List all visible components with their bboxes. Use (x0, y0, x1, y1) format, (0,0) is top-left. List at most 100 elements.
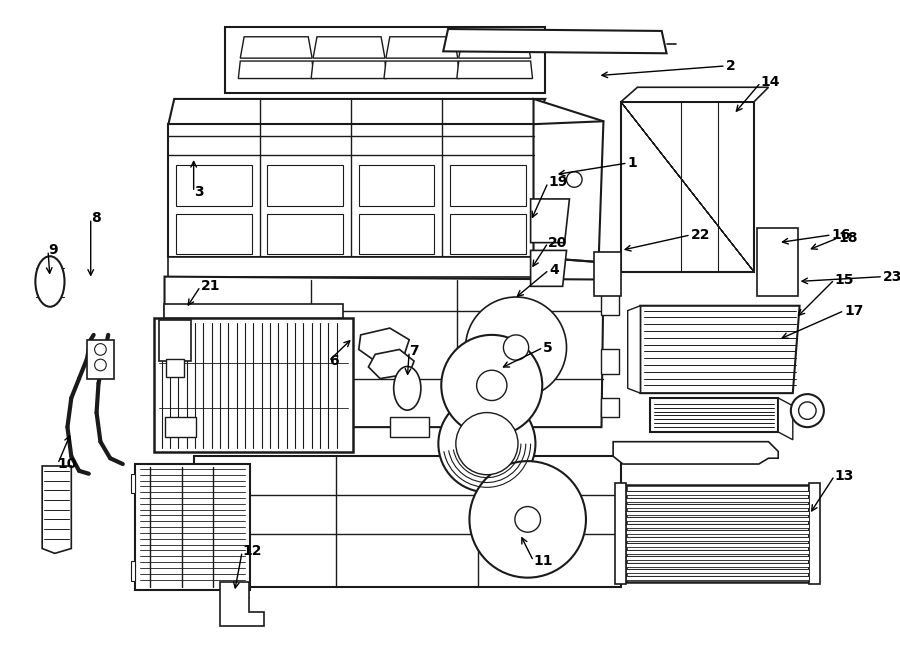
Text: 3: 3 (194, 185, 203, 199)
Bar (601, 291, 619, 316)
Polygon shape (359, 214, 435, 254)
Polygon shape (626, 491, 809, 495)
Polygon shape (368, 350, 414, 379)
Polygon shape (531, 250, 566, 287)
Polygon shape (165, 277, 603, 427)
Polygon shape (267, 214, 343, 254)
Polygon shape (313, 37, 385, 58)
Polygon shape (640, 306, 799, 393)
Text: 12: 12 (242, 544, 262, 559)
Text: 17: 17 (844, 304, 864, 318)
Polygon shape (467, 436, 516, 457)
Polygon shape (534, 99, 603, 262)
Text: 18: 18 (839, 231, 858, 245)
Bar (86, 340, 114, 379)
Polygon shape (154, 318, 353, 452)
Polygon shape (626, 569, 809, 573)
Circle shape (515, 506, 541, 532)
Text: 14: 14 (760, 75, 780, 89)
Polygon shape (166, 359, 184, 377)
Circle shape (441, 335, 543, 436)
Polygon shape (220, 583, 264, 626)
Polygon shape (626, 537, 809, 541)
Polygon shape (238, 61, 314, 79)
Text: 2: 2 (725, 59, 735, 73)
Polygon shape (626, 485, 809, 583)
Ellipse shape (35, 256, 65, 307)
Polygon shape (459, 37, 531, 58)
Polygon shape (626, 576, 809, 580)
Circle shape (470, 461, 586, 578)
Polygon shape (626, 524, 809, 528)
Polygon shape (158, 320, 191, 361)
Circle shape (94, 344, 106, 355)
Polygon shape (386, 37, 458, 58)
Text: 23: 23 (883, 269, 900, 283)
Polygon shape (450, 214, 526, 254)
Polygon shape (443, 29, 667, 53)
Text: 1: 1 (627, 156, 637, 170)
Polygon shape (626, 498, 809, 502)
Text: 5: 5 (544, 340, 553, 355)
Text: 19: 19 (548, 175, 568, 189)
Polygon shape (809, 483, 820, 585)
Polygon shape (176, 214, 252, 254)
Polygon shape (240, 37, 312, 58)
Polygon shape (384, 61, 460, 79)
Polygon shape (42, 466, 71, 553)
Ellipse shape (393, 367, 421, 410)
Polygon shape (531, 199, 570, 243)
Polygon shape (627, 306, 640, 393)
Polygon shape (650, 398, 778, 432)
Text: 6: 6 (328, 354, 338, 368)
Polygon shape (168, 258, 534, 277)
Circle shape (465, 297, 566, 398)
Polygon shape (613, 442, 778, 464)
Polygon shape (626, 549, 809, 553)
Circle shape (455, 412, 518, 475)
Polygon shape (450, 165, 526, 206)
Text: 16: 16 (832, 228, 851, 242)
Polygon shape (359, 165, 435, 206)
Polygon shape (594, 252, 621, 296)
Polygon shape (359, 328, 410, 361)
Text: 11: 11 (534, 554, 553, 568)
Polygon shape (621, 87, 769, 102)
Circle shape (791, 394, 824, 427)
Polygon shape (615, 483, 626, 585)
Polygon shape (457, 61, 533, 79)
Polygon shape (626, 544, 809, 547)
Circle shape (798, 402, 816, 419)
Polygon shape (778, 398, 793, 440)
Polygon shape (390, 418, 428, 437)
Text: 15: 15 (834, 273, 854, 287)
Polygon shape (130, 474, 135, 493)
Polygon shape (168, 99, 545, 124)
Polygon shape (225, 27, 545, 93)
Text: 21: 21 (201, 279, 220, 293)
Circle shape (438, 395, 536, 492)
Text: 13: 13 (834, 469, 854, 483)
Text: 20: 20 (548, 236, 568, 250)
Circle shape (503, 335, 528, 360)
Polygon shape (626, 504, 809, 508)
Text: 22: 22 (691, 228, 710, 242)
Polygon shape (626, 511, 809, 514)
Text: 10: 10 (58, 457, 77, 471)
Polygon shape (176, 165, 252, 206)
Text: 7: 7 (410, 344, 418, 358)
Polygon shape (626, 563, 809, 567)
Polygon shape (165, 418, 195, 437)
Polygon shape (130, 561, 135, 581)
Text: 4: 4 (549, 263, 559, 277)
Text: 9: 9 (48, 244, 58, 258)
Text: 8: 8 (91, 211, 101, 225)
Circle shape (477, 370, 507, 401)
Polygon shape (626, 530, 809, 534)
Polygon shape (135, 464, 250, 591)
Polygon shape (626, 517, 809, 521)
Bar (601, 350, 619, 374)
Bar (601, 398, 619, 418)
Polygon shape (164, 304, 343, 318)
Polygon shape (621, 102, 754, 272)
